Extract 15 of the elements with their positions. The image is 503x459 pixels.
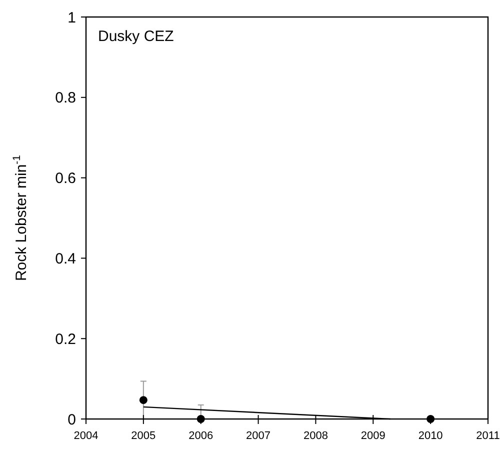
x-tick-label: 2008 — [303, 430, 328, 442]
x-tick-label: 2007 — [246, 430, 271, 442]
x-tick-label: 2006 — [188, 430, 214, 442]
y-tick-label: 0.4 — [55, 250, 76, 268]
x-tick-label: 2011 — [476, 430, 500, 442]
x-tick-label: 2005 — [131, 430, 156, 442]
y-tick-label: 0.2 — [55, 330, 76, 348]
x-tick-label: 2004 — [74, 430, 98, 442]
y-tick-label: 0.6 — [55, 170, 76, 188]
x-tick-label: 2009 — [360, 430, 386, 442]
y-tick-label: 0 — [68, 411, 76, 428]
x-tick-label: 2010 — [418, 430, 443, 442]
annotation: Dusky CEZ — [98, 28, 174, 45]
y-tick-label: 0.8 — [55, 90, 76, 107]
y-tick-label: 1 — [68, 9, 76, 26]
